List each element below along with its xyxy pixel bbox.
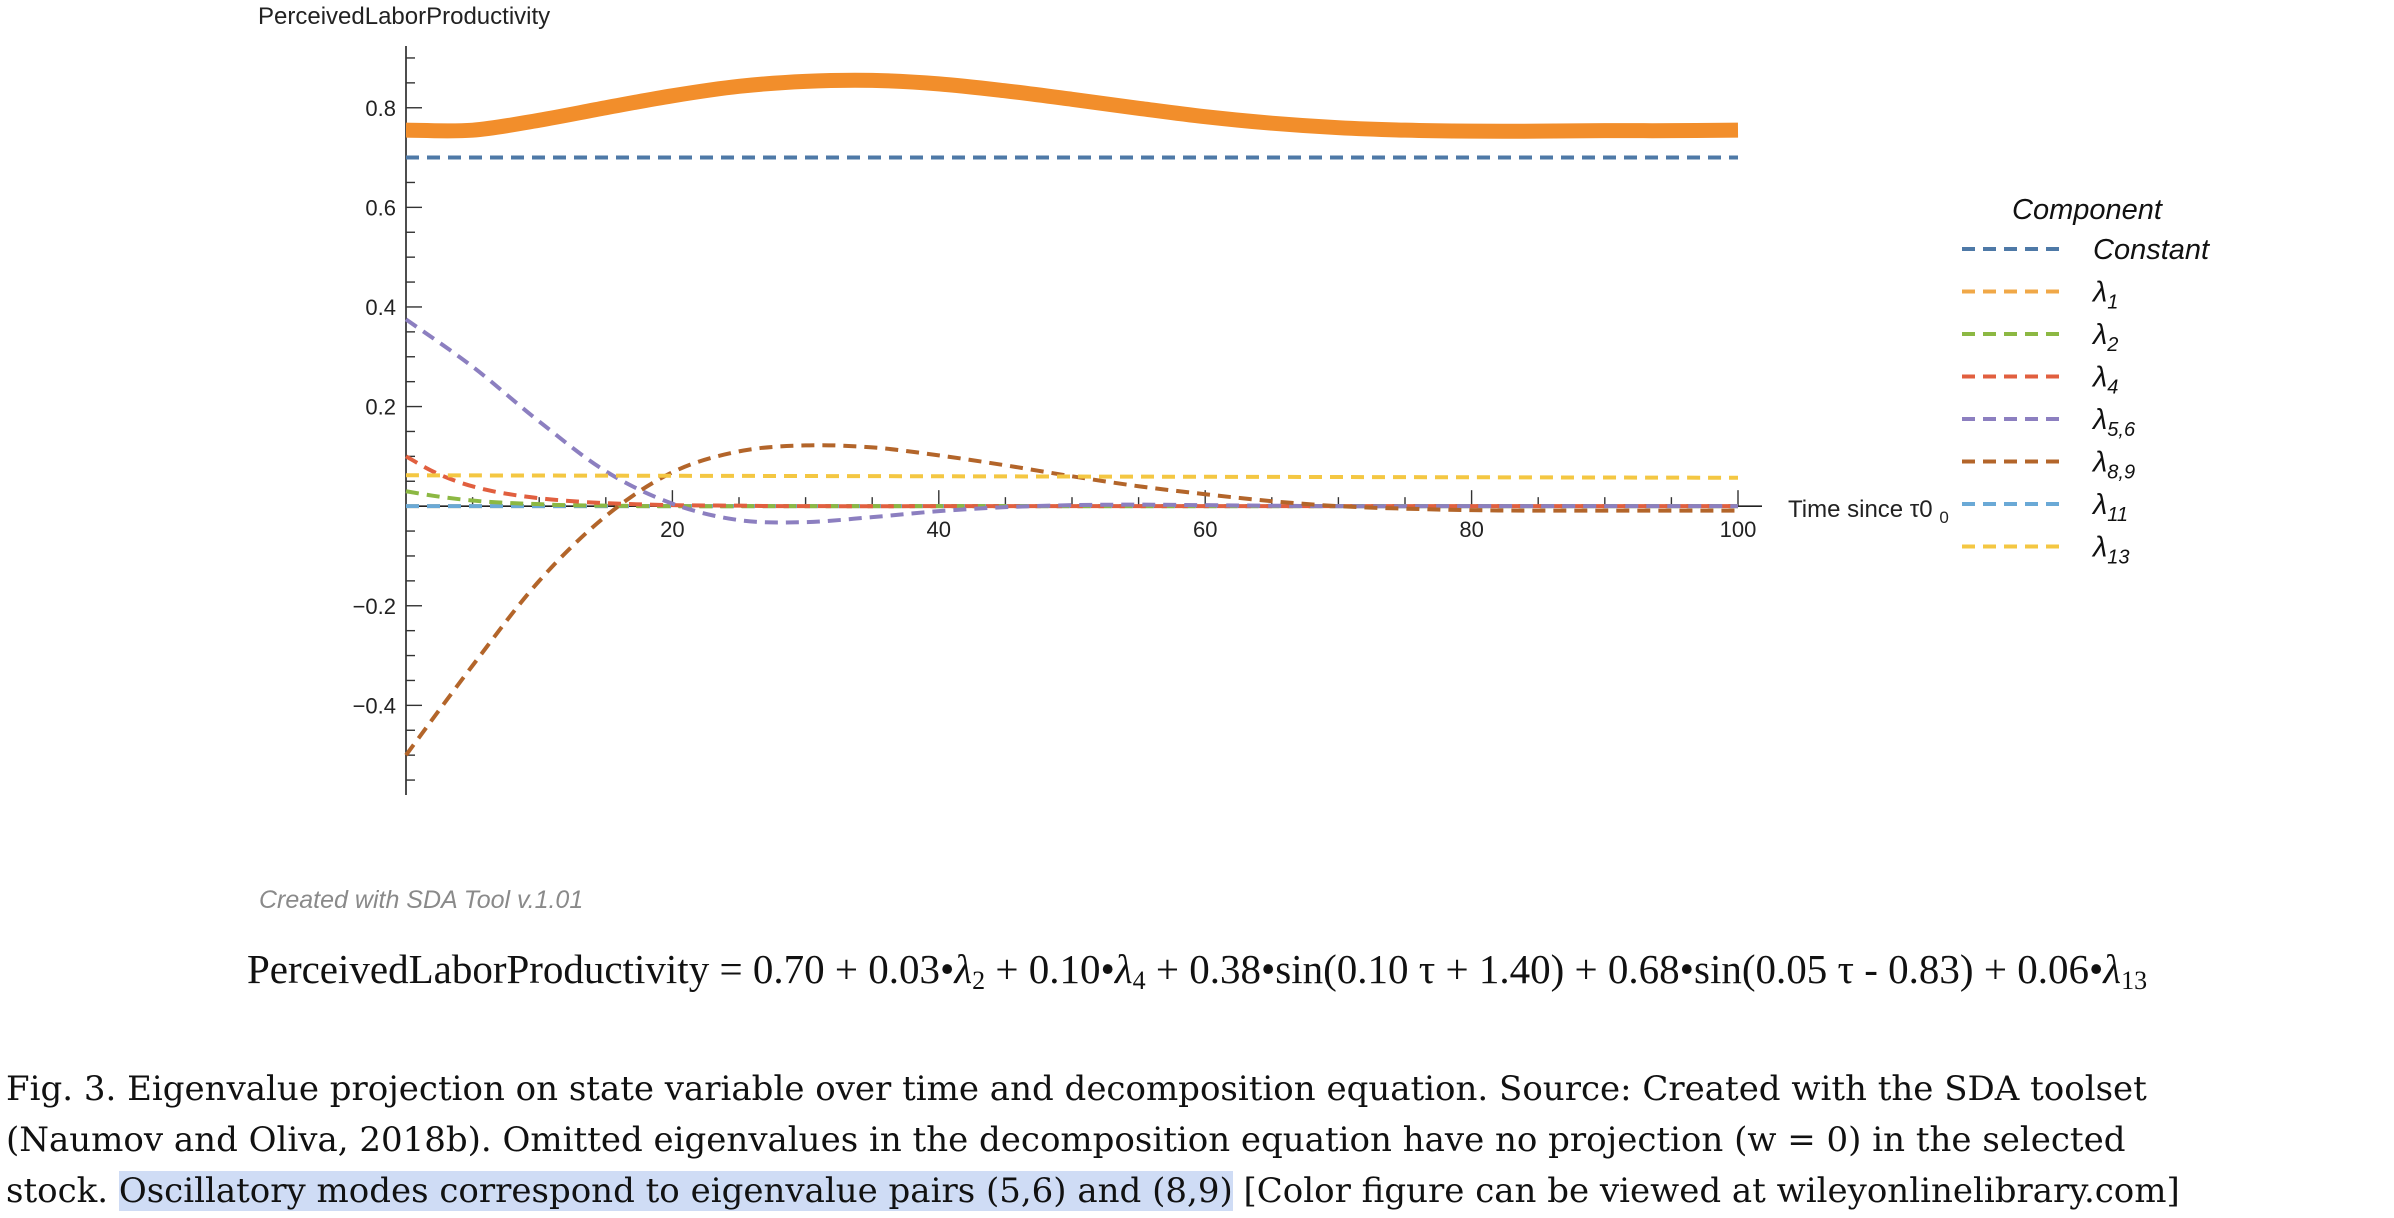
- equation-term-3: + 0.38•sin(0.10 τ + 1.40) + 0.68•sin(0.0…: [1145, 946, 2104, 992]
- legend-label: λ2: [2091, 319, 2118, 356]
- x-axis-label: Time since τ0 0: [1788, 496, 1949, 527]
- legend-label-main: λ: [2091, 319, 2107, 351]
- lambda-subscript: 2: [972, 966, 986, 995]
- lambda-symbol: λ: [1114, 946, 1133, 992]
- lambda-subscript: 4: [1132, 966, 1146, 995]
- legend-label-subscript: 2: [2106, 334, 2118, 356]
- series-lines: [404, 72, 1739, 757]
- x-tick-label: 100: [1720, 517, 1757, 542]
- y-axis-label: PerceivedLaborProductivity: [258, 3, 550, 30]
- legend-label: λ1: [2091, 277, 2118, 314]
- legend-label-subscript: 4: [2107, 377, 2118, 399]
- lambda-symbol: λ: [954, 946, 973, 992]
- caption-line-3-start: stock.: [6, 1171, 119, 1211]
- y-tick-label: −0.2: [353, 594, 396, 619]
- legend-label: λ8,9: [2091, 447, 2135, 484]
- legend-label-subscript: 5,6: [2107, 419, 2136, 441]
- x-tick-label: 40: [927, 517, 951, 542]
- equation-term-2: + 0.10•: [985, 946, 1115, 992]
- x-tick-label: 60: [1193, 517, 1217, 542]
- legend-label-main: λ: [2091, 532, 2107, 564]
- legend-label: λ11: [2091, 489, 2128, 526]
- series-line-13: [405, 473, 1739, 480]
- equation-term-1: = 0.70 + 0.03•: [709, 946, 955, 992]
- axes: −0.4 −0.2 0.2 0.4 0.6 0.8 20 40 60 80 100: [353, 46, 1762, 795]
- x-tick-label: 80: [1459, 517, 1483, 542]
- legend-label-subscript: 11: [2107, 504, 2128, 526]
- legend-label-main: Constant: [2093, 234, 2211, 266]
- y-tick-label: −0.4: [353, 693, 396, 718]
- x-tick-label: 20: [660, 517, 684, 542]
- credit-note: Created with SDA Tool v.1.01: [259, 886, 584, 914]
- legend-title: Component: [2012, 194, 2164, 226]
- total-line: [405, 72, 1739, 139]
- y-tick-label: 0.2: [365, 395, 396, 420]
- caption-line-3-end: [Color figure can be viewed at wileyonli…: [1232, 1171, 2180, 1211]
- legend-label-subscript: 13: [2107, 547, 2129, 569]
- legend-label-main: λ: [2091, 404, 2107, 436]
- eigenvalue-projection-chart: −0.4−0.20.20.40.60.820 40 60 80 100 Perceive…: [258, 3, 2211, 795]
- caption-highlight: Oscillatory modes correspond to eigenval…: [118, 1171, 1233, 1211]
- equation-lhs: PerceivedLaborProductivity: [246, 946, 710, 992]
- legend-label: Constant: [2093, 234, 2211, 266]
- legend-label-main: λ: [2091, 447, 2107, 479]
- lambda-symbol: λ: [2103, 946, 2122, 992]
- caption-line-3: stock. Oscillatory modes correspond to e…: [6, 1166, 2392, 1217]
- figure-caption: Fig. 3. Eigenvalue projection on state v…: [6, 1064, 2392, 1217]
- legend-label-main: λ: [2091, 362, 2107, 394]
- legend-label-subscript: 8,9: [2107, 462, 2135, 484]
- legend-label-subscript: 1: [2107, 292, 2118, 314]
- legend-label: λ4: [2091, 362, 2118, 399]
- series-line-5-6: [404, 317, 1738, 525]
- decomposition-equation: PerceivedLaborProductivity = 0.70 + 0.03…: [0, 945, 2394, 996]
- legend-label: λ13: [2091, 532, 2130, 569]
- caption-line-1: Fig. 3. Eigenvalue projection on state v…: [6, 1069, 2147, 1109]
- legend-label-main: λ: [2091, 277, 2107, 309]
- series-line-8-9: [404, 443, 1738, 757]
- legend-label-main: λ: [2091, 489, 2107, 521]
- y-tick-label: 0.4: [365, 295, 396, 320]
- x-axis-label-subscript: 0: [1939, 508, 1948, 527]
- y-tick-label: 0.6: [365, 195, 396, 220]
- series-line-4: [405, 454, 1738, 509]
- lambda-subscript: 13: [2121, 966, 2148, 995]
- y-tick-label: 0.8: [365, 96, 396, 121]
- legend-label: λ5,6: [2091, 404, 2136, 441]
- caption-line-2: (Naumov and Oliva, 2018b). Omitted eigen…: [6, 1120, 2126, 1160]
